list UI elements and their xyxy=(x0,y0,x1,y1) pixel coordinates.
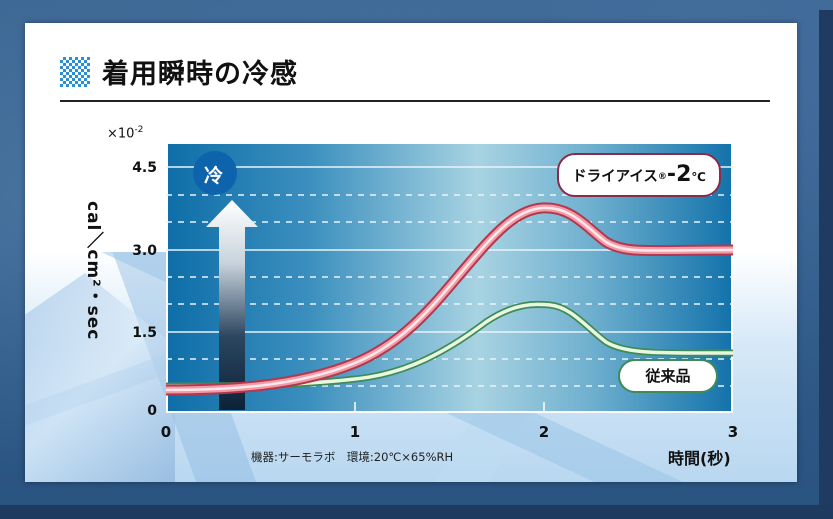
x-tick-2: 2 xyxy=(538,423,550,441)
chart-card: 着用瞬時の冷感 ×10-2 4.5 3.0 1.5 0 cal／cm²・sec xyxy=(25,23,797,482)
up-arrow-icon xyxy=(206,200,258,410)
y-axis-label: cal／cm²・sec xyxy=(83,201,103,341)
legend-conventional: 従来品 xyxy=(618,359,718,393)
series-dry-ice xyxy=(166,202,733,396)
y-multiplier-base: ×10 xyxy=(107,126,135,142)
title-divider xyxy=(60,100,770,102)
y-axis-multiplier: ×10-2 xyxy=(107,125,143,141)
bottom-frame-band xyxy=(0,505,833,519)
chart-title: 着用瞬時の冷感 xyxy=(102,59,298,90)
y-tick-4.5: 4.5 xyxy=(132,160,157,176)
registered-mark: ® xyxy=(657,172,667,182)
right-frame-strip xyxy=(819,10,833,510)
cold-badge xyxy=(193,151,237,195)
x-tick-0: 0 xyxy=(160,423,172,441)
checker-square-icon xyxy=(60,56,90,87)
legend-temp-value: 2 xyxy=(676,162,692,187)
legend-dry-ice: ドライアイス®-2℃ xyxy=(557,153,721,197)
x-axis-label: 時間(秒) xyxy=(668,449,731,468)
cold-badge-label: 冷 xyxy=(204,165,224,187)
legend-minus: - xyxy=(666,162,677,187)
legend-dry-ice-name: ドライアイス xyxy=(572,169,658,185)
legend-temp-unit: ℃ xyxy=(691,170,706,184)
chart-header: 着用瞬時の冷感 xyxy=(60,52,298,91)
y-tick-0: 0 xyxy=(147,403,157,419)
measurement-note: 機器:サーモラボ 環境:20℃×65%RH xyxy=(251,450,454,464)
y-tick-1.5: 1.5 xyxy=(132,325,157,341)
x-tick-3: 3 xyxy=(727,423,739,441)
line-chart xyxy=(166,151,733,413)
y-tick-3.0: 3.0 xyxy=(132,243,157,259)
y-multiplier-exponent: -2 xyxy=(134,125,144,135)
x-tick-1: 1 xyxy=(349,423,361,441)
